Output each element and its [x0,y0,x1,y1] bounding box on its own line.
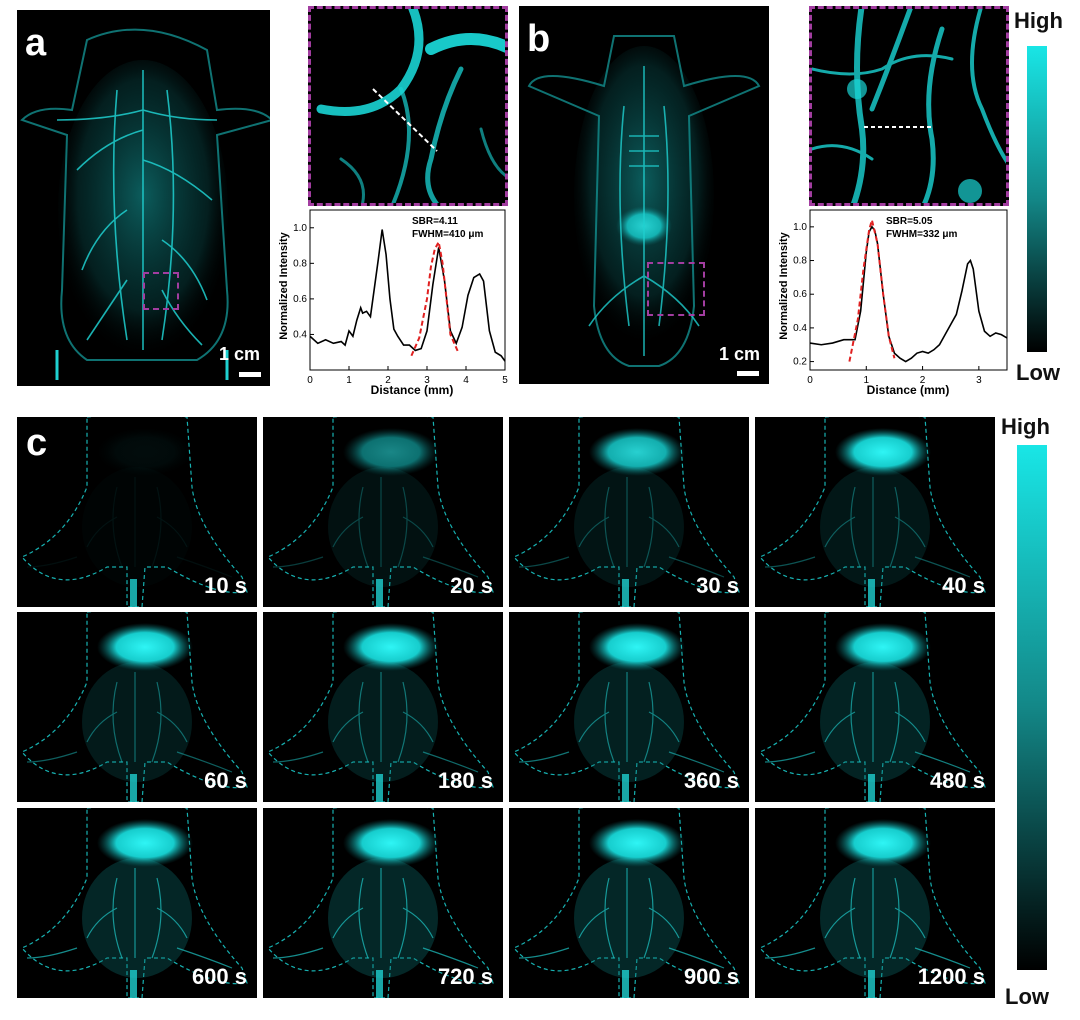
x-tick-label: 3 [424,375,430,386]
chart-a-ylabel: Normalized Intensity [278,231,290,339]
panel-b-zoom-inset [809,6,1009,206]
time-frame-label: 900 s [683,964,739,989]
mouse-time-frame-image [759,808,986,998]
panel-b-profile-chart: SBR=5.05 FWHM=332 μm Distance (mm) Norma… [778,209,1008,397]
mouse-time-frame-image [21,808,248,998]
x-tick-label: 1 [864,375,870,386]
y-tick-label: 1.0 [293,223,307,234]
panel-c-letter: c [26,422,48,464]
panel-a-profile-chart: SBR=4.11 FWHM=410 μm Distance (mm) Norma… [278,209,508,397]
chart-plot-frame [309,209,506,371]
time-frame-label: 1200 s [917,964,985,989]
panel-b-scale-label: 1 cm [719,344,761,364]
panel-a-mouse-image: a 1 cm [17,10,270,386]
y-tick-label: 0.8 [793,256,807,267]
mouse-time-frame-image [267,808,494,998]
x-tick-label: 4 [463,375,469,386]
colorbar-bottom-low-label: Low [1005,984,1049,1009]
panel-a-letter: a [25,22,47,64]
mouse-time-frame-image [21,612,248,802]
time-frame-label: 720 s [437,964,493,989]
x-tick-label: 0 [807,375,813,386]
x-tick-label: 2 [920,375,926,386]
time-frame-tile: 600 s [17,808,257,998]
mouse-time-frame-image [21,417,248,607]
mouse-time-frame-image [267,417,494,607]
chart-b-xlabel: Distance (mm) [867,383,950,397]
time-frame-tile: 10 s [17,417,257,607]
panel-a-zoom-inset [308,6,508,206]
x-tick-label: 3 [976,375,982,386]
mouse-b-vasculature [527,35,761,367]
time-frame-tile: 480 s [755,612,995,802]
time-frame-tile: 900 s [509,808,749,998]
time-frame-label: 360 s [683,768,739,793]
y-tick-label: 0.4 [793,323,807,334]
colorbar-bottom [1017,445,1047,970]
mouse-time-frame-image [513,417,740,607]
time-frame-tile: 60 s [17,612,257,802]
time-frame-label: 600 s [191,964,247,989]
colorbar-top-high-label: High [1014,8,1063,33]
time-frame-label: 40 s [942,573,985,598]
mouse-time-frame-image [267,612,494,802]
chart-b-ylabel: Normalized Intensity [778,231,790,339]
time-frame-tile: 720 s [263,808,503,998]
time-frame-label: 30 s [696,573,739,598]
mouse-time-frame-image [513,612,740,802]
panel-b-zoom-region [647,262,705,316]
colorbar-bottom-high-label: High [1001,414,1050,439]
x-tick-label: 5 [502,375,508,386]
colorbar-top-low-label: Low [1016,360,1060,385]
panel-a-scale-bar [239,372,261,377]
y-tick-label: 1.0 [793,222,807,233]
time-frame-tile: 360 s [509,612,749,802]
chart-a-xlabel: Distance (mm) [371,383,454,397]
y-tick-label: 0.4 [293,329,307,340]
chart-plot-frame [809,209,1008,371]
time-frame-tile: 20 s [263,417,503,607]
x-tick-label: 0 [307,375,313,386]
gaussian-fit-line [410,239,460,357]
profile-line [309,229,506,362]
panel-a-scale-label: 1 cm [219,344,261,364]
chart-a-annotation-sbr: SBR=4.11 [412,216,458,227]
time-frame-label: 20 s [450,573,493,598]
chart-b-annotation-fwhm: FWHM=332 μm [886,229,958,240]
x-tick-label: 2 [385,375,391,386]
time-frame-tile: 180 s [263,612,503,802]
y-tick-label: 0.6 [793,289,807,300]
panel-b-mouse-image: b 1 cm [519,6,769,384]
chart-a-annotation-fwhm: FWHM=410 μm [412,229,484,240]
time-frame-label: 180 s [437,768,493,793]
panel-a-zoom-region [143,272,179,310]
mouse-time-frame-image [759,612,986,802]
time-frame-label: 480 s [929,768,985,793]
time-frame-label: 10 s [204,573,247,598]
chart-b-annotation-sbr: SBR=5.05 [886,216,933,227]
time-frame-label: 60 s [204,768,247,793]
mouse-time-frame-image [759,417,986,607]
gaussian-fit-line [848,216,896,362]
y-tick-label: 0.2 [793,357,807,368]
time-frame-tile: 40 s [755,417,995,607]
profile-line [809,225,1008,363]
y-tick-label: 0.8 [293,258,307,269]
time-frame-tile: 30 s [509,417,749,607]
mouse-a-vasculature [20,28,270,380]
colorbar-top [1027,46,1047,352]
x-tick-label: 1 [346,375,352,386]
time-frame-tile: 1200 s [755,808,995,998]
panel-b-scale-bar [737,371,759,376]
y-tick-label: 0.6 [293,294,307,305]
panel-b-letter: b [527,18,551,60]
mouse-time-frame-image [513,808,740,998]
